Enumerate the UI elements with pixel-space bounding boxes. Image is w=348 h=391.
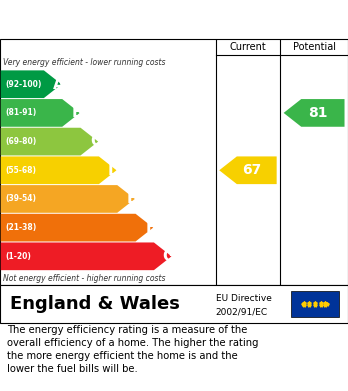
- Polygon shape: [219, 156, 277, 184]
- Polygon shape: [1, 242, 172, 270]
- Text: Energy Efficiency Rating: Energy Efficiency Rating: [10, 12, 220, 27]
- Text: A: A: [53, 77, 65, 92]
- Text: Very energy efficient - lower running costs: Very energy efficient - lower running co…: [3, 58, 166, 67]
- Text: B: B: [71, 106, 83, 120]
- Polygon shape: [1, 99, 80, 127]
- Text: 2002/91/EC: 2002/91/EC: [216, 308, 268, 317]
- Polygon shape: [1, 70, 62, 98]
- Text: 67: 67: [242, 163, 261, 177]
- Text: Current: Current: [230, 42, 266, 52]
- Polygon shape: [1, 185, 135, 213]
- Text: Not energy efficient - higher running costs: Not energy efficient - higher running co…: [3, 274, 166, 283]
- Polygon shape: [1, 128, 98, 156]
- Text: (81-91): (81-91): [5, 108, 37, 117]
- Text: (21-38): (21-38): [5, 223, 37, 232]
- Text: (55-68): (55-68): [5, 166, 36, 175]
- Text: (69-80): (69-80): [5, 137, 37, 146]
- Text: (92-100): (92-100): [5, 80, 42, 89]
- Text: (39-54): (39-54): [5, 194, 36, 203]
- Text: D: D: [108, 163, 120, 178]
- Polygon shape: [1, 156, 117, 184]
- Text: EU Directive: EU Directive: [216, 294, 272, 303]
- Text: The energy efficiency rating is a measure of the
overall efficiency of a home. T: The energy efficiency rating is a measur…: [7, 325, 259, 374]
- Polygon shape: [1, 214, 153, 242]
- Text: E: E: [127, 192, 137, 206]
- Text: F: F: [145, 220, 156, 235]
- Text: 81: 81: [308, 106, 327, 120]
- FancyBboxPatch shape: [291, 291, 339, 317]
- Text: C: C: [90, 134, 101, 149]
- Polygon shape: [284, 99, 345, 127]
- Text: England & Wales: England & Wales: [10, 295, 180, 313]
- Text: Potential: Potential: [293, 42, 335, 52]
- Text: (1-20): (1-20): [5, 252, 31, 261]
- Text: G: G: [163, 249, 175, 264]
